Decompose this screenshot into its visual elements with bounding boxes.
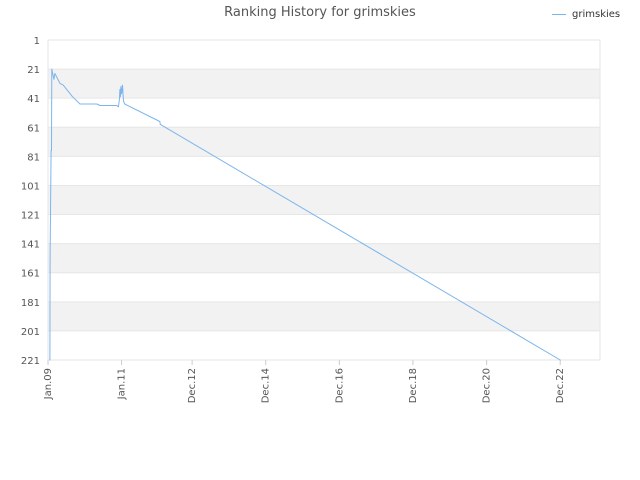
x-tick-label: Dec.12 [187, 368, 198, 403]
y-tick-label: 61 [27, 123, 40, 134]
data-point [119, 96, 121, 98]
data-point [59, 83, 61, 85]
data-point [116, 105, 118, 106]
data-point [49, 359, 51, 361]
data-point [79, 103, 81, 105]
data-point [53, 78, 55, 80]
grid-band [48, 243, 600, 273]
data-point [123, 100, 124, 102]
grid-band [48, 98, 600, 128]
x-tick-label: Dec.18 [408, 368, 419, 403]
data-point [124, 103, 126, 105]
data-point [52, 74, 54, 76]
data-point [62, 84, 64, 86]
grid-band [48, 185, 600, 215]
grid-band [48, 127, 600, 157]
data-point [159, 123, 161, 125]
data-point [120, 86, 122, 87]
x-tick-label: Dec.14 [261, 368, 272, 403]
grid-band [48, 156, 600, 186]
series-group [49, 68, 561, 361]
data-point [122, 84, 123, 86]
x-tick-label: Dec.22 [555, 368, 566, 403]
grid-band [48, 272, 600, 302]
grid-band [48, 69, 600, 99]
data-point [159, 121, 161, 122]
chart-title: Ranking History for grimskies [224, 5, 416, 20]
data-point [51, 150, 52, 151]
x-tick-label: Dec.20 [482, 368, 493, 403]
grid-band [48, 214, 600, 244]
grid-band [48, 301, 600, 331]
data-point [118, 99, 120, 101]
data-point [51, 68, 53, 70]
legend-label: grimskies [572, 9, 621, 20]
data-point [72, 96, 73, 98]
x-tick-label: Jan.11 [117, 368, 128, 400]
data-point [99, 105, 101, 106]
y-tick-label: 181 [21, 298, 40, 309]
data-point [56, 77, 58, 79]
data-point [54, 73, 56, 74]
y-tick-label: 221 [21, 356, 40, 367]
grid-band [48, 40, 600, 70]
data-point [96, 103, 98, 105]
data-point [118, 106, 119, 108]
data-point [49, 256, 51, 258]
data-point [119, 89, 121, 90]
data-point [87, 103, 89, 105]
grid-lines [47, 39, 601, 361]
x-tick-label: Jan.09 [43, 368, 54, 400]
grid-bands [48, 40, 600, 360]
y-tick-label: 201 [21, 327, 40, 338]
y-tick-label: 101 [21, 181, 40, 192]
legend[interactable]: grimskies [552, 9, 620, 20]
y-tick-label: 81 [27, 152, 40, 163]
y-tick-label: 21 [27, 65, 40, 76]
data-point [121, 93, 122, 95]
y-tick-label: 141 [21, 240, 40, 251]
grid-band [48, 330, 600, 360]
y-tick-label: 121 [21, 211, 40, 222]
x-axis-ticks: Jan.09 Jan.11 Dec.12 Dec.14 Dec.16 Dec.18 Dec.… [43, 360, 566, 403]
legend-swatch [552, 14, 566, 15]
y-tick-label: 41 [27, 94, 40, 105]
y-tick-label: 161 [21, 269, 40, 280]
x-tick-label: Dec.16 [334, 368, 345, 403]
y-tick-label: 1 [34, 36, 40, 47]
data-point [559, 359, 561, 361]
